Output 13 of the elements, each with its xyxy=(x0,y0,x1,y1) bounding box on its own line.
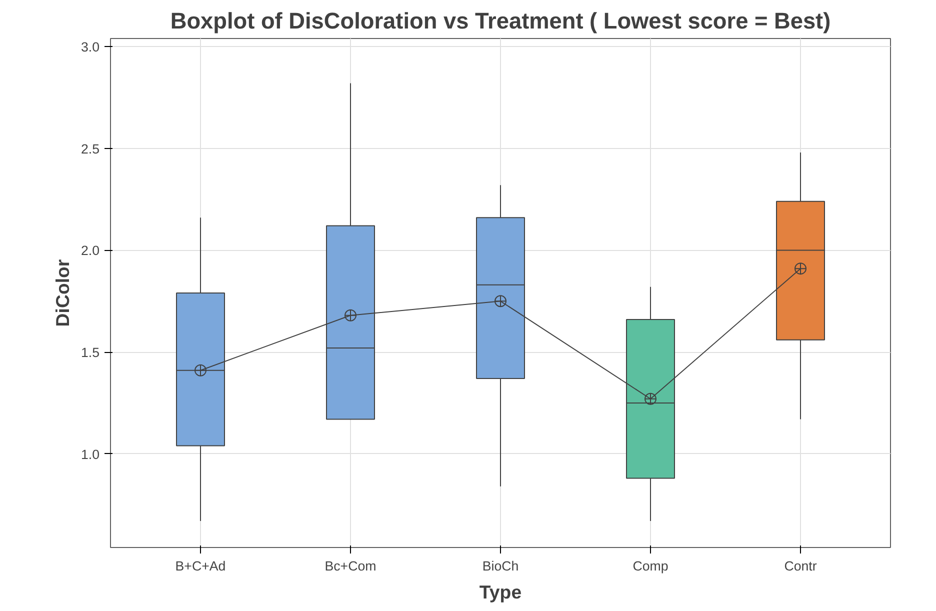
chart-title: Boxplot of DisColoration vs Treatment ( Lowest score = Best) xyxy=(170,8,831,34)
y-axis-title: DiColor xyxy=(52,259,73,327)
y-tick-label: 3.0 xyxy=(80,40,100,55)
x-tick-label: Comp xyxy=(632,558,668,574)
y-tick-label: 1.0 xyxy=(80,446,100,462)
x-tick-label: B+C+Ad xyxy=(175,558,226,574)
x-tick-label: BioCh xyxy=(482,558,519,574)
y-tick-label: 2.5 xyxy=(80,141,100,156)
x-tick-label: Contr xyxy=(784,558,818,574)
x-axis-title: Type xyxy=(479,582,522,602)
x-tick-label: Bc+Com xyxy=(324,558,376,574)
y-tick-label: 2.0 xyxy=(80,243,100,258)
y-tick-label: 1.5 xyxy=(80,345,100,360)
